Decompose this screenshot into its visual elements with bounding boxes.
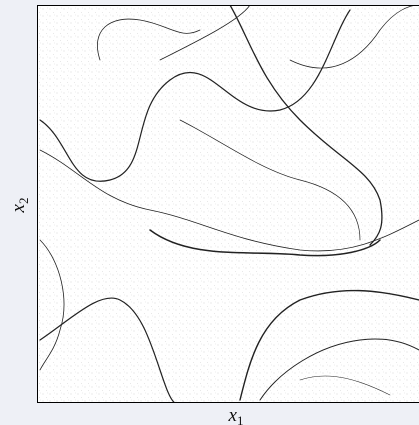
- x-label-subscript: 1: [237, 413, 244, 425]
- x-axis-label: x1: [228, 405, 244, 425]
- chart: x1 x2: [0, 0, 419, 425]
- page: x1 x2 (() => { const data = JSON.parse(d…: [0, 0, 419, 425]
- y-label-subscript: 2: [16, 198, 31, 205]
- y-axis-label: x2: [8, 198, 31, 214]
- point-cloud: [37, 5, 419, 403]
